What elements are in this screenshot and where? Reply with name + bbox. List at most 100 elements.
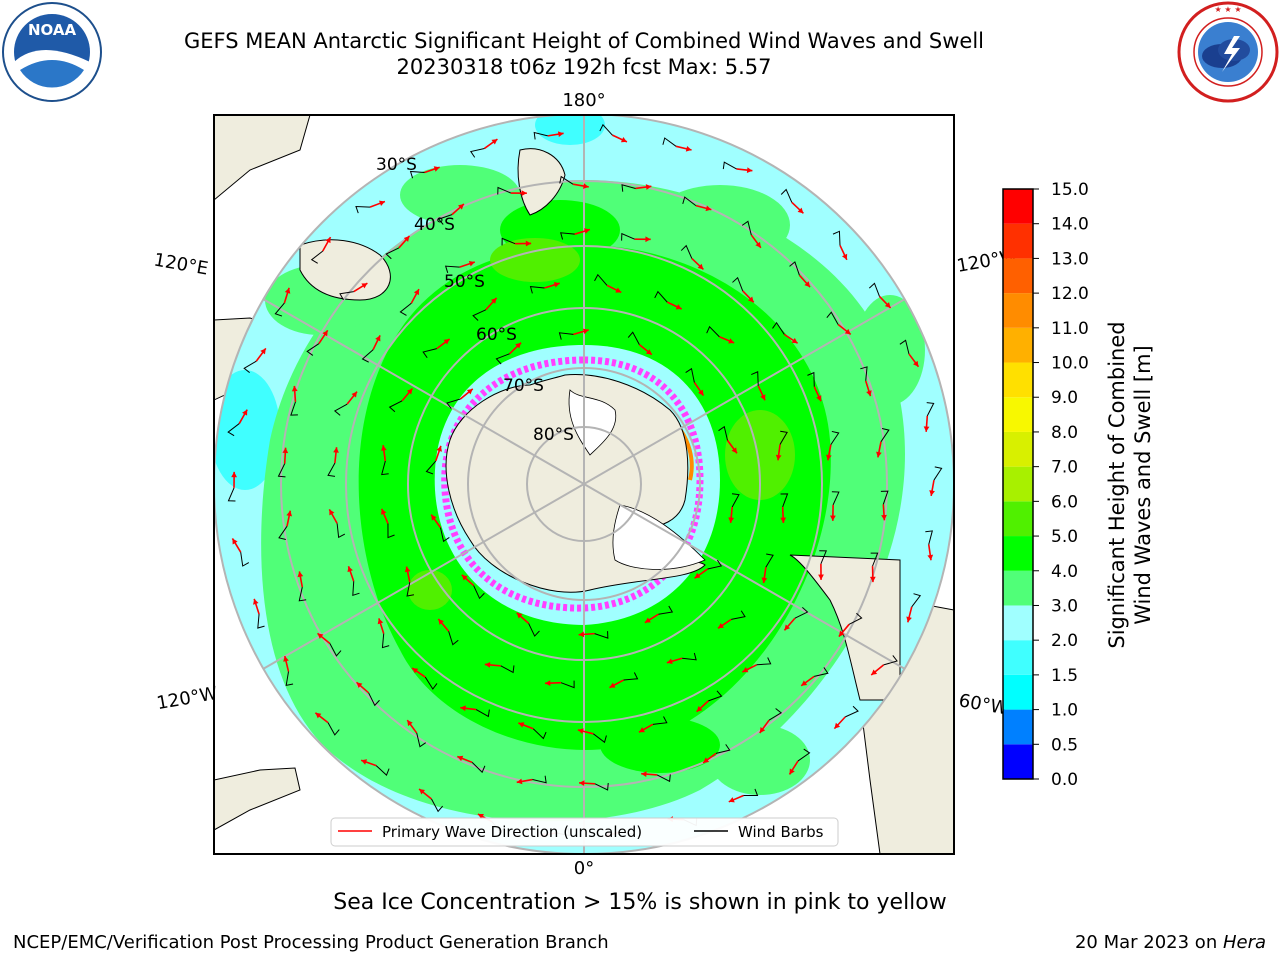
wave-direction-arrowhead xyxy=(329,509,335,516)
wind-barb xyxy=(528,623,540,637)
wind-barb xyxy=(654,290,668,303)
wind-barb xyxy=(375,765,390,777)
wind-barb xyxy=(731,493,740,508)
wind-barb xyxy=(560,680,575,689)
wind-barb xyxy=(870,552,879,567)
wind-barb xyxy=(558,332,574,340)
wave-direction-arrowhead xyxy=(923,426,930,432)
wave-direction-arrowhead xyxy=(694,572,701,579)
wave-direction-arrowhead xyxy=(834,722,841,729)
wind-barb xyxy=(780,188,793,203)
wave-direction-arrowhead xyxy=(784,624,791,631)
wind-barb xyxy=(497,186,512,195)
wind-barb xyxy=(662,137,677,147)
wind-barb xyxy=(274,302,285,317)
wave-direction-arrowhead xyxy=(830,515,836,521)
wave-direction-arrowhead xyxy=(381,508,387,515)
wind-barb xyxy=(594,782,609,791)
wind-barb xyxy=(682,196,697,207)
wave-direction-arrowhead xyxy=(377,618,384,625)
wind-barb xyxy=(439,527,450,543)
wave-direction-arrowhead xyxy=(697,263,704,270)
wind-barb xyxy=(285,671,294,687)
wave-direction-arrowhead xyxy=(325,237,331,244)
wave-direction-arrowhead xyxy=(291,385,298,392)
wind-barb xyxy=(424,676,438,690)
wave-direction-arrowhead xyxy=(375,335,381,342)
wave-direction-arrowhead xyxy=(791,337,798,344)
wave-direction-arrowhead xyxy=(577,728,584,734)
wind-barb xyxy=(336,523,346,539)
wave-direction-arrowhead xyxy=(438,619,444,625)
wind-barb xyxy=(532,775,547,784)
colorbar-tick-label: 0.0 xyxy=(1051,770,1078,790)
wind-barb xyxy=(880,428,890,442)
wave-direction-arrowhead xyxy=(881,514,887,521)
colorbar-swatch xyxy=(1003,640,1033,675)
wave-direction-arrowhead xyxy=(582,328,589,335)
colorbar-swatch xyxy=(1003,744,1033,779)
wind-barb xyxy=(416,732,426,748)
wave-direction-arrowhead xyxy=(518,722,525,728)
wave-direction-arrowhead xyxy=(703,757,710,763)
wave-direction-arrowhead xyxy=(871,669,878,676)
machine-name: Hera xyxy=(1222,932,1266,953)
wind-barb xyxy=(814,667,829,677)
wave-direction-arrowhead xyxy=(460,705,466,712)
colorbar-swatch xyxy=(1003,327,1033,363)
wind-barb xyxy=(388,400,403,413)
wind-barb xyxy=(652,716,668,725)
wave-direction-arrowhead xyxy=(347,566,353,573)
wave-direction-arrowhead xyxy=(283,656,289,662)
wave-direction-arrowhead xyxy=(804,281,811,288)
wave-direction-arrowhead xyxy=(838,630,845,637)
wind-barb xyxy=(290,401,298,416)
producer-credit: NCEP/EMC/Verification Post Processing Pr… xyxy=(13,932,609,953)
wave-direction-arrowhead xyxy=(780,517,787,523)
colorbar-swatch xyxy=(1003,709,1033,745)
wind-barb xyxy=(533,131,548,140)
wave-direction-arrowhead xyxy=(638,727,645,733)
wind-barb xyxy=(743,788,759,797)
wind-barb xyxy=(880,490,889,505)
wave-direction-arrowhead xyxy=(468,260,475,267)
wind-barb xyxy=(680,244,693,259)
colorbar-tick-label: 8.0 xyxy=(1051,423,1078,443)
wind-barb xyxy=(779,430,788,445)
wind-barb xyxy=(277,463,286,478)
wave-direction-arrowhead xyxy=(696,706,703,712)
wave-direction-arrowhead xyxy=(231,471,237,478)
wind-barb xyxy=(658,605,674,615)
wind-barb xyxy=(473,585,485,600)
colorbar-swatch xyxy=(1003,293,1033,328)
wave-direction-arrowhead xyxy=(458,203,464,210)
wave-direction-arrowhead xyxy=(801,680,808,686)
wind-barb xyxy=(409,170,425,179)
lon-label-60e: 120°W xyxy=(155,683,219,714)
wave-direction-arrowhead xyxy=(407,720,413,727)
colorbar-tick-label: 9.0 xyxy=(1051,388,1078,408)
legend-barb-label: Wind Barbs xyxy=(738,823,824,841)
wind-barb xyxy=(500,665,515,674)
colorbar-tick-label: 1.5 xyxy=(1051,666,1078,686)
colorbar: 0.0 0.5 1.0 1.5 2.0 3.0 4.0 5.0 6.0 7.0 8.0 9.0 10.0… xyxy=(1002,180,1089,790)
wave-direction-arrowhead xyxy=(844,328,851,335)
wind-barb xyxy=(926,402,935,417)
wave-direction-arrowhead xyxy=(927,554,934,561)
colorbar-tick-label: 4.0 xyxy=(1051,562,1078,582)
colorbar-swatch xyxy=(1003,570,1033,606)
legend-direction-label: Primary Wave Direction (unscaled) xyxy=(382,823,642,841)
wave-direction-arrowhead xyxy=(477,814,484,820)
wave-direction-arrowhead xyxy=(675,304,682,310)
wave-direction-arrowhead xyxy=(297,571,304,578)
wave-direction-arrowhead xyxy=(461,574,468,581)
wave-direction-arrowhead xyxy=(826,454,832,461)
sea-ice-note: Sea Ice Concentration > 15% is shown in … xyxy=(333,890,947,915)
wind-barb xyxy=(532,728,547,740)
wave-direction-arrowhead xyxy=(484,662,491,668)
wave-direction-arrowhead xyxy=(685,145,692,152)
lat-label-40s: 40°S xyxy=(414,215,455,235)
colorbar-frame xyxy=(1002,188,1034,780)
wave-direction-arrowhead xyxy=(232,538,238,545)
wind-barb xyxy=(899,339,910,355)
